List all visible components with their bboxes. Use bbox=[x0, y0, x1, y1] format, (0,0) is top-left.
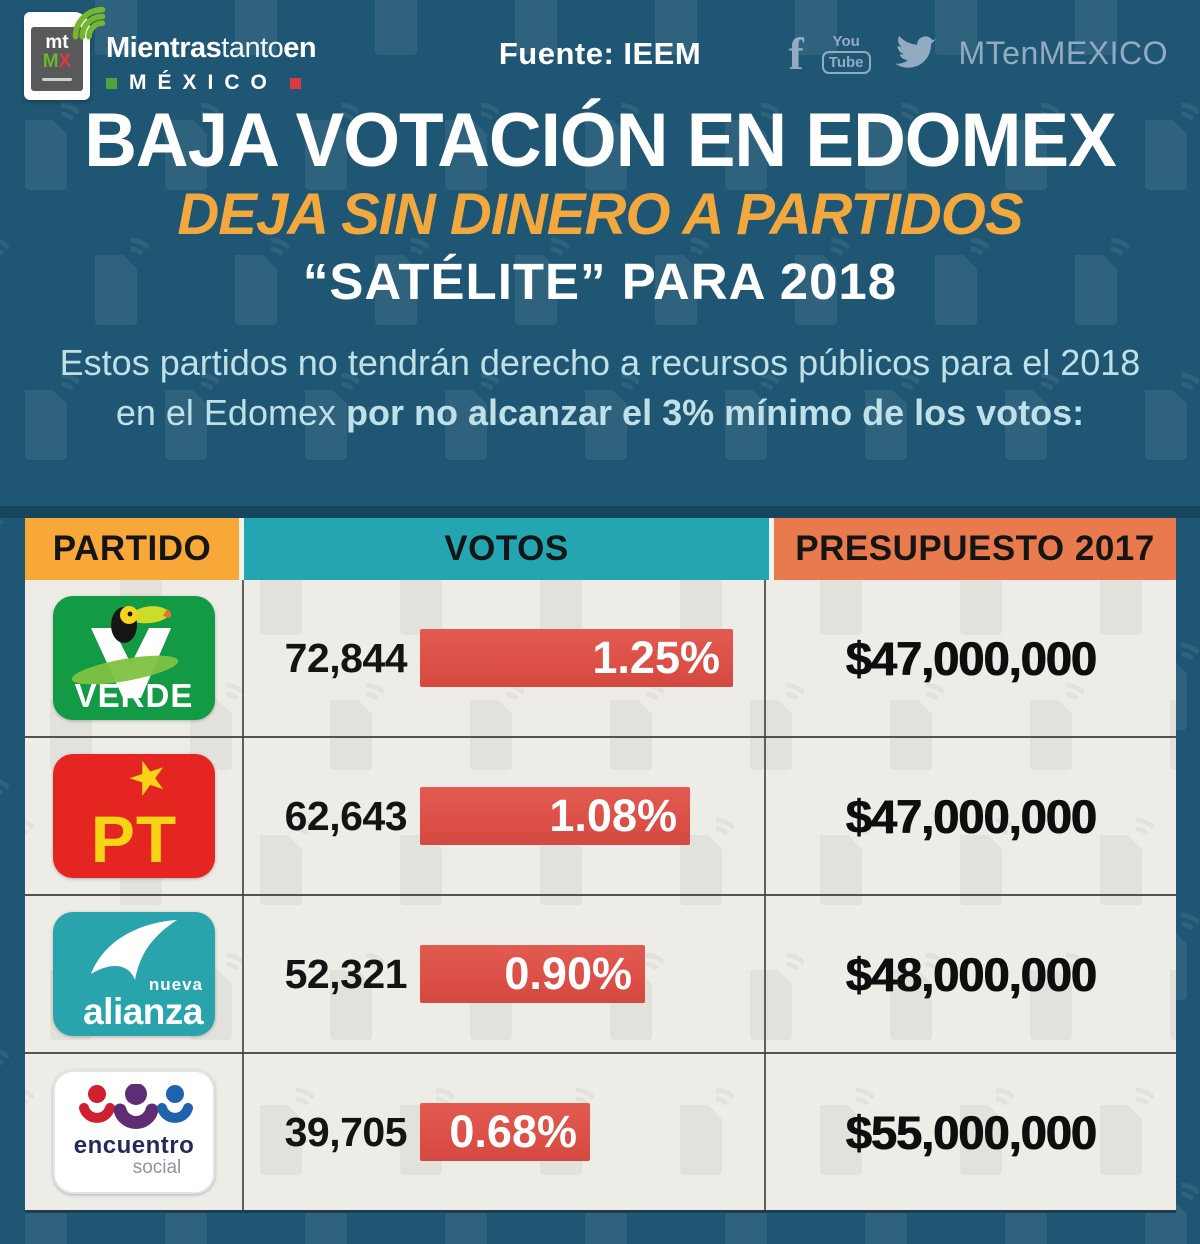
alianza-logo-text: nueva alianza bbox=[83, 976, 203, 1030]
intro-paragraph: Estos partidos no tendrán derecho a recu… bbox=[50, 338, 1150, 439]
header-partido: PARTIDO bbox=[25, 518, 239, 580]
encuentro-logo-text: encuentro social bbox=[55, 1133, 213, 1178]
brand-name: Mientrastantoen bbox=[106, 32, 317, 65]
pct-label: 0.90% bbox=[504, 948, 632, 999]
verde-party-logo: VERDE bbox=[53, 596, 215, 720]
budget-cell: $47,000,000 bbox=[765, 789, 1176, 844]
party-logo-cell: nueva alianza bbox=[25, 912, 243, 1036]
votes-value: 62,643 bbox=[284, 792, 408, 839]
red-square-icon bbox=[289, 77, 301, 89]
table-header-row: PARTIDO VOTOS PRESUPUESTO 2017 bbox=[25, 518, 1176, 580]
social-handle: MTenMEXICO bbox=[958, 35, 1168, 71]
votes-cell: 52,321 0.90% bbox=[243, 945, 765, 1003]
intro-regular: Estos partidos no tendrán derecho a recu… bbox=[59, 342, 1141, 434]
votes-value: 72,844 bbox=[284, 634, 408, 681]
budget-cell: $55,000,000 bbox=[765, 1105, 1176, 1160]
youtube-icon: You Tube bbox=[821, 32, 871, 74]
alianza-swoosh-icon bbox=[81, 916, 185, 989]
column-divider bbox=[242, 580, 244, 1210]
table-row-pt: ★ PT 62,643 1.08% $47,000,000 bbox=[25, 736, 1176, 894]
budget-value: $48,000,000 bbox=[845, 947, 1096, 1001]
youtube-word-you: You bbox=[832, 32, 860, 50]
table-body: VERDE 72,844 1.25% $47,000,000 ★ bbox=[25, 580, 1176, 1213]
party-logo-cell: ★ PT bbox=[25, 754, 243, 878]
pt-logo-label: PT bbox=[90, 802, 178, 876]
verde-logo-label: VERDE bbox=[74, 677, 194, 714]
youtube-word-tube: Tube bbox=[821, 50, 871, 74]
topbar: mt MX Mientrastantoen bbox=[0, 0, 1200, 110]
twitter-icon bbox=[889, 30, 941, 77]
pct-bar: 1.25% bbox=[420, 629, 733, 687]
votes-cell: 62,643 1.08% bbox=[243, 787, 765, 845]
party-logo-cell: VERDE bbox=[25, 596, 243, 720]
brand-logo: mt MX Mientrastantoen bbox=[24, 6, 317, 100]
brand-mt: mt bbox=[45, 32, 69, 53]
encuentro-label: encuentro bbox=[73, 1131, 195, 1159]
pt-star-icon: ★ bbox=[119, 754, 176, 809]
encuentro-social-party-logo: encuentro social bbox=[53, 1070, 215, 1194]
header-presupuesto: PRESUPUESTO 2017 bbox=[774, 518, 1176, 580]
votes-cell: 72,844 1.25% bbox=[243, 629, 765, 687]
pct-bar: 0.68% bbox=[420, 1103, 590, 1161]
facebook-icon: f bbox=[788, 27, 804, 79]
party-logo-cell: encuentro social bbox=[25, 1070, 243, 1194]
brand-country: MÉXICO bbox=[129, 71, 278, 94]
brand-mx-m: M bbox=[42, 51, 59, 72]
headline-line1: BAJA VOTACIÓN EN EDOMEX bbox=[84, 98, 1117, 183]
intro-bold: por no alcanzar el 3% mínimo de los voto… bbox=[345, 392, 1085, 434]
pct-bar: 1.08% bbox=[420, 787, 690, 845]
signal-icon bbox=[68, 4, 110, 45]
budget-cell: $48,000,000 bbox=[765, 947, 1176, 1002]
phone-logo-icon: mt MX bbox=[24, 6, 106, 100]
budget-cell: $47,000,000 bbox=[765, 631, 1176, 686]
pct-label: 0.68% bbox=[449, 1106, 577, 1157]
phone-pattern-icon bbox=[0, 1049, 9, 1066]
pct-label: 1.08% bbox=[549, 790, 677, 841]
headline-line2: DEJA SIN DINERO A PARTIDOS bbox=[177, 182, 1023, 248]
alianza-label: alianza bbox=[83, 991, 203, 1032]
table-row-nueva-alianza: nueva alianza 52,321 0.90% $48,000,000 bbox=[25, 894, 1176, 1052]
brand-country-line: MÉXICO bbox=[106, 71, 316, 95]
verde-toucan-icon bbox=[71, 606, 179, 698]
phone-pattern-icon bbox=[0, 509, 9, 526]
encuentro-label-small: social bbox=[132, 1157, 182, 1179]
green-square-icon bbox=[106, 77, 117, 89]
brand-word-tanto: tanto bbox=[221, 32, 284, 64]
votes-cell: 39,705 0.68% bbox=[243, 1103, 765, 1161]
budget-value: $47,000,000 bbox=[845, 789, 1096, 843]
brand-mx-x: X bbox=[58, 51, 72, 72]
header-votos: VOTOS bbox=[244, 518, 769, 580]
pct-label: 1.25% bbox=[592, 632, 720, 683]
pt-party-logo: ★ PT bbox=[53, 754, 215, 878]
alianza-label-small: nueva bbox=[148, 975, 203, 994]
nueva-alianza-party-logo: nueva alianza bbox=[53, 912, 215, 1036]
results-table: PARTIDO VOTOS PRESUPUESTO 2017 bbox=[25, 518, 1176, 1213]
votes-value: 39,705 bbox=[284, 1108, 408, 1155]
source-label: Fuente: IEEM bbox=[498, 36, 702, 71]
table-row-verde: VERDE 72,844 1.25% $47,000,000 bbox=[25, 580, 1176, 736]
column-divider bbox=[764, 580, 766, 1210]
budget-value: $55,000,000 bbox=[845, 1105, 1096, 1159]
encuentro-figures-icon bbox=[79, 1083, 193, 1137]
brand-word-en: en bbox=[283, 32, 317, 64]
card-detail-line bbox=[42, 78, 72, 81]
budget-value: $47,000,000 bbox=[845, 631, 1096, 685]
pct-bar: 0.90% bbox=[420, 945, 645, 1003]
phone-pattern-icon bbox=[0, 779, 9, 796]
brand-word-mientras: Mientras bbox=[106, 32, 222, 64]
headline-block: BAJA VOTACIÓN EN EDOMEX DEJA SIN DINERO … bbox=[0, 98, 1200, 311]
votes-value: 52,321 bbox=[284, 950, 408, 997]
headline-line3: “SATÉLITE” PARA 2018 bbox=[302, 253, 898, 311]
brand-text: Mientrastantoen MÉXICO bbox=[106, 32, 317, 95]
table-row-encuentro-social: encuentro social 39,705 0.68% $55,000,00… bbox=[25, 1052, 1176, 1210]
social-bar: f You Tube MTenMEXICO bbox=[788, 30, 1168, 77]
table-top-band bbox=[0, 506, 1200, 518]
